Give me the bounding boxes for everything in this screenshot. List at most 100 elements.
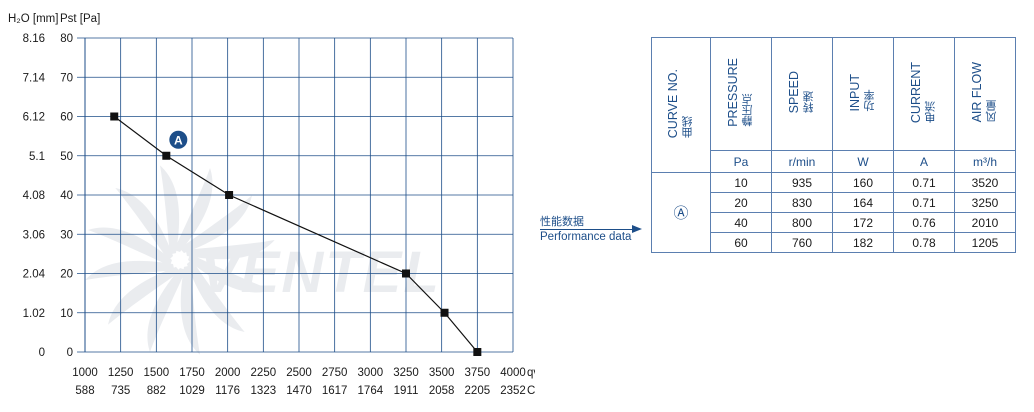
curve-a-label: Ⓐ: [651, 172, 711, 253]
x-tick-label-cfm: 1176: [215, 385, 240, 397]
x-tick-label-qv: 2250: [251, 367, 277, 379]
table-row: 20 830 164 0.71 3250: [652, 192, 1016, 213]
y-tick-label-pa: 60: [60, 112, 73, 124]
y-tick-label-mm: 3.06: [23, 229, 45, 241]
table-cell: 3250: [954, 192, 1016, 213]
fan-blade-icon: [108, 266, 181, 325]
x-tick-label-cfm: 1470: [286, 385, 312, 397]
x-tick-label-cfm: 1323: [251, 385, 277, 397]
table-cell: 830: [771, 192, 833, 213]
header-curve-no: CURVE NO. 曲线: [651, 37, 711, 173]
x-tick-label-qv: 3500: [429, 367, 455, 379]
x-tick-label-qv: 2500: [286, 367, 312, 379]
fan-blade-icon: [115, 188, 174, 261]
table-cell: 0.71: [893, 172, 955, 193]
x-tick-label-cfm: 735: [111, 385, 130, 397]
y-axis-pa-ticks: 0 10 20 30 40 50 60 70 80: [60, 33, 73, 359]
table-cell: 164: [832, 192, 894, 213]
curve-label-text: A: [174, 133, 183, 147]
y-tick-label-mm: 0: [39, 347, 45, 359]
table-cell: 800: [771, 212, 833, 233]
fan-blade-icon: [185, 239, 275, 260]
ventel-logo-text: VENTEL: [200, 240, 441, 305]
unit-current: A: [893, 150, 955, 173]
x-tick-label-qv: 1750: [179, 367, 205, 379]
header-input: INPUT 功率: [832, 37, 894, 151]
y-axis-label-left: H₂O [mm]: [8, 13, 58, 25]
y-tick-label-pa: 40: [60, 190, 73, 202]
y-tick-label-pa: 30: [60, 229, 73, 241]
x-tick-label-cfm: 1911: [394, 385, 419, 397]
data-point: [473, 348, 482, 356]
table-cell: 0.71: [893, 192, 955, 213]
x-tick-label-cfm: 1617: [322, 385, 348, 397]
arrow-label-en: Performance data: [540, 231, 632, 243]
x-tick-label-cfm: 588: [75, 385, 94, 397]
table-cell: 10: [710, 172, 772, 193]
fan-blade-icon: [85, 260, 175, 281]
y-axis-mm-ticks: 0 1.02 2.04 3.06 4.08 5.1 6.12 7.14 8.16: [23, 33, 46, 359]
y-tick-label-pa: 10: [60, 308, 73, 320]
fan-blade-icon: [88, 227, 172, 266]
fan-blade-icon: [179, 195, 252, 254]
x-tick-label-qv: 4000: [500, 367, 526, 379]
unit-input: W: [832, 150, 894, 173]
fan-blade-icon: [159, 165, 180, 255]
unit-speed: r/min: [771, 150, 833, 173]
table-row: Ⓐ 10 935 160 0.71 3520: [651, 172, 1016, 253]
arrow-line: [540, 229, 636, 230]
series-curve-a: A: [110, 112, 482, 356]
x-tick-label-cfm: 1764: [358, 385, 384, 397]
fan-blade-icon: [186, 259, 245, 332]
arrow-label-cn: 性能数据: [540, 216, 584, 228]
x-tick-label-qv: 3000: [358, 367, 384, 379]
table-cell: 0.76: [893, 212, 955, 233]
x-axis-qv-ticks: 1000 1250 1500 1750 2000 2250 2500 2750 3000 3250…: [72, 367, 526, 379]
data-point: [162, 151, 171, 160]
ventel-watermark: VENTEL: [85, 165, 441, 355]
y-tick-label-pa: 0: [67, 347, 73, 359]
table-cell: 1205: [954, 232, 1016, 253]
x-tick-label-cfm: 2205: [465, 385, 491, 397]
performance-data-arrow: 性能数据 Performance data: [540, 213, 645, 243]
header-air-flow: AIR FLOW 风量: [954, 37, 1016, 151]
x-tick-label-qv: 3250: [393, 367, 419, 379]
x-tick-label-cfm: 2058: [429, 385, 455, 397]
fan-blade-icon: [174, 168, 213, 252]
table-cell: 760: [771, 232, 833, 253]
table-cell: 60: [710, 232, 772, 253]
x-tick-label-qv: 1250: [108, 367, 134, 379]
y-tick-label-mm: 5.1: [29, 151, 45, 163]
y-tick-label-pa: 70: [60, 72, 73, 84]
data-point: [402, 269, 410, 278]
x-tick-label-qv: 3750: [465, 367, 491, 379]
table-row: 60 760 182 0.78 1205: [652, 232, 1016, 253]
table-header-row: CURVE NO. 曲线 PRESSURE 静压点 SPEED 转速 INPUT 功率 …: [651, 37, 1016, 173]
y-tick-label-pa: 20: [60, 269, 73, 281]
data-point: [110, 112, 119, 121]
x-axis-cfm-ticks: 588 735 882 1029 1176 1323 1470 1617 1764 1911 205…: [75, 385, 525, 397]
performance-data-table: CURVE NO. 曲线 PRESSURE 静压点 SPEED 转速 INPUT 功率 …: [651, 37, 1016, 253]
y-tick-label-mm: 2.04: [23, 269, 46, 281]
table-cell: 0.78: [893, 232, 955, 253]
y-tick-label-pa: 50: [60, 151, 73, 163]
header-current: CURRENT 电流: [893, 37, 955, 151]
arrow-right-icon: [632, 225, 642, 233]
table-cell: 182: [832, 232, 894, 253]
performance-chart: VENTEL 01.022.043.064.085.16.127.148.16 …: [8, 13, 535, 397]
series-line: [113, 116, 478, 353]
data-point: [440, 308, 449, 317]
y-tick-label-mm: 8.16: [23, 33, 45, 45]
x-tick-label-cfm: 1029: [179, 385, 205, 397]
fan-blade-icon: [180, 265, 201, 355]
unit-air-flow: m³/h: [954, 150, 1016, 173]
y-tick-label-mm: 6.12: [23, 112, 45, 124]
x-tick-label-qv: 1000: [72, 367, 98, 379]
table-unit-row: Pa r/min W A m³/h: [652, 150, 1016, 173]
curve-label-circle: [169, 130, 188, 149]
chart-grid: [77, 37, 514, 353]
fan-blade-icon: [147, 268, 186, 352]
x-tick-label-qv: 2750: [322, 367, 348, 379]
y-tick-label-pa: 80: [60, 33, 73, 45]
table-cell: 172: [832, 212, 894, 233]
